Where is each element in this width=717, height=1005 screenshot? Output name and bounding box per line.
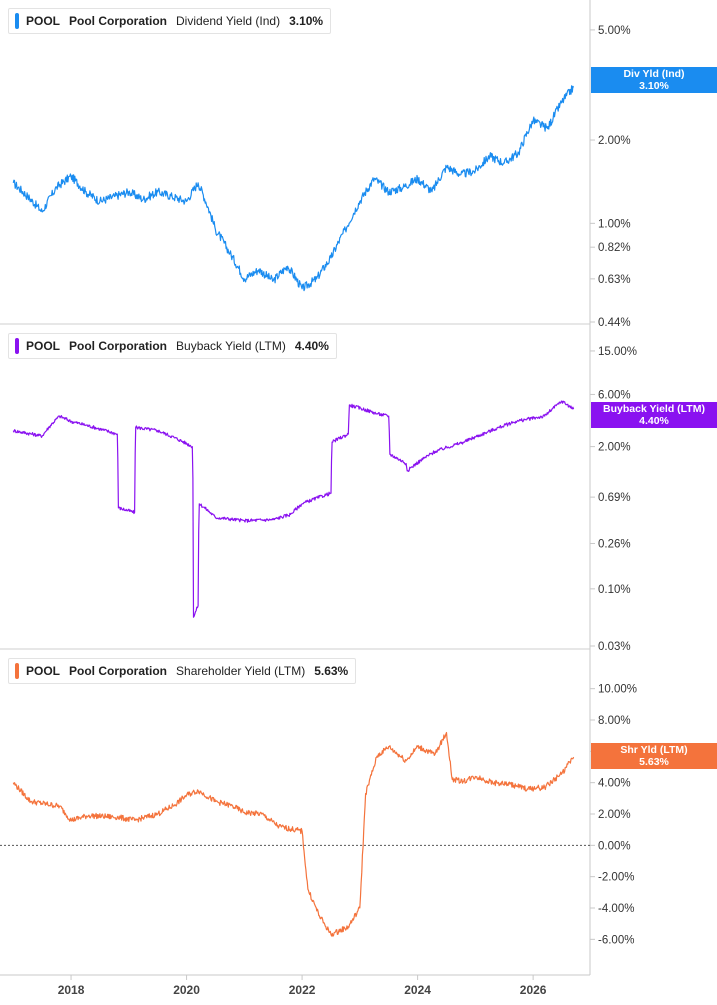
legend-value: 3.10% bbox=[289, 14, 324, 28]
shareholder-series-line bbox=[12, 731, 575, 937]
buyback-yield-panel: 15.00% 6.00% 2.00% 0.69% 0.26% 0.10% 0.03% bbox=[12, 346, 637, 653]
x-tick-label: 2018 bbox=[58, 983, 85, 997]
legend-ticker: POOL bbox=[26, 339, 61, 353]
tag-label: Buyback Yield (LTM) bbox=[603, 403, 705, 415]
y-tick-label: 4.00% bbox=[598, 778, 631, 790]
dividend-value-tag: Div Yld (Ind) 3.10% bbox=[591, 67, 717, 93]
tag-value: 4.40% bbox=[639, 415, 669, 427]
buyback-value-tag: Buyback Yield (LTM) 4.40% bbox=[591, 402, 717, 428]
y-tick-label: 2.00% bbox=[598, 135, 631, 147]
tag-value: 5.63% bbox=[639, 756, 669, 768]
x-tick-label: 2026 bbox=[520, 983, 547, 997]
dividend-series-line bbox=[12, 85, 575, 292]
y-tick-label: 0.63% bbox=[598, 274, 631, 286]
y-tick-label: 10.00% bbox=[598, 684, 637, 696]
y-tick-label: 8.00% bbox=[598, 715, 631, 727]
shareholder-legend: POOL Pool Corporation Shareholder Yield … bbox=[8, 658, 357, 684]
y-tick-label: 0.69% bbox=[598, 492, 631, 504]
legend-ticker: POOL bbox=[26, 664, 61, 678]
legend-value: 4.40% bbox=[294, 339, 329, 353]
buyback-series-line bbox=[12, 400, 575, 618]
legend-metric: Dividend Yield (Ind) bbox=[176, 14, 281, 28]
buyback-swatch bbox=[15, 338, 19, 354]
buyback-legend: POOL Pool Corporation Buyback Yield (LTM… bbox=[8, 333, 337, 359]
shareholder-yield-panel: 10.00%8.00%6.00%4.00%2.00%0.00%-2.00%-4.… bbox=[0, 684, 637, 946]
tag-value: 3.10% bbox=[639, 80, 669, 92]
dividend-yield-panel: 5.00% 2.00% 1.00% 0.82% 0.63% 0.44% bbox=[12, 25, 631, 329]
y-tick-label: 2.00% bbox=[598, 809, 631, 821]
y-tick-label: 0.10% bbox=[598, 584, 631, 596]
y-tick-label: -2.00% bbox=[598, 872, 634, 884]
shareholder-value-tag: Shr Yld (LTM) 5.63% bbox=[591, 743, 717, 769]
x-axis-ticks: 2018 2020 2022 2024 2026 bbox=[58, 975, 547, 997]
dividend-swatch bbox=[15, 13, 19, 29]
legend-metric: Shareholder Yield (LTM) bbox=[176, 664, 306, 678]
y-tick-label: 15.00% bbox=[598, 346, 637, 358]
shareholder-swatch bbox=[15, 663, 19, 679]
y-tick-label: 0.26% bbox=[598, 538, 631, 550]
x-tick-label: 2022 bbox=[289, 983, 316, 997]
legend-metric: Buyback Yield (LTM) bbox=[176, 339, 286, 353]
tag-label: Div Yld (Ind) bbox=[623, 68, 685, 80]
y-tick-label: 0.82% bbox=[598, 242, 631, 254]
y-tick-label: 6.00% bbox=[598, 389, 631, 401]
legend-value: 5.63% bbox=[314, 664, 349, 678]
y-tick-label: 0.00% bbox=[598, 840, 631, 852]
y-tick-label: 5.00% bbox=[598, 25, 631, 37]
y-tick-label: -4.00% bbox=[598, 903, 634, 915]
y-tick-label: 2.00% bbox=[598, 442, 631, 454]
dividend-legend: POOL Pool Corporation Dividend Yield (In… bbox=[8, 8, 332, 34]
legend-company: Pool Corporation bbox=[69, 339, 168, 353]
legend-company: Pool Corporation bbox=[69, 14, 168, 28]
legend-company: Pool Corporation bbox=[69, 664, 168, 678]
y-tick-label: 0.44% bbox=[598, 317, 631, 329]
x-tick-label: 2024 bbox=[404, 983, 431, 997]
x-tick-label: 2020 bbox=[173, 983, 200, 997]
y-tick-label: 0.03% bbox=[598, 641, 631, 653]
legend-ticker: POOL bbox=[26, 14, 61, 28]
chart-frames bbox=[0, 0, 591, 976]
tag-label: Shr Yld (LTM) bbox=[620, 744, 688, 756]
y-tick-label: 1.00% bbox=[598, 218, 631, 230]
y-tick-label: -6.00% bbox=[598, 934, 634, 946]
